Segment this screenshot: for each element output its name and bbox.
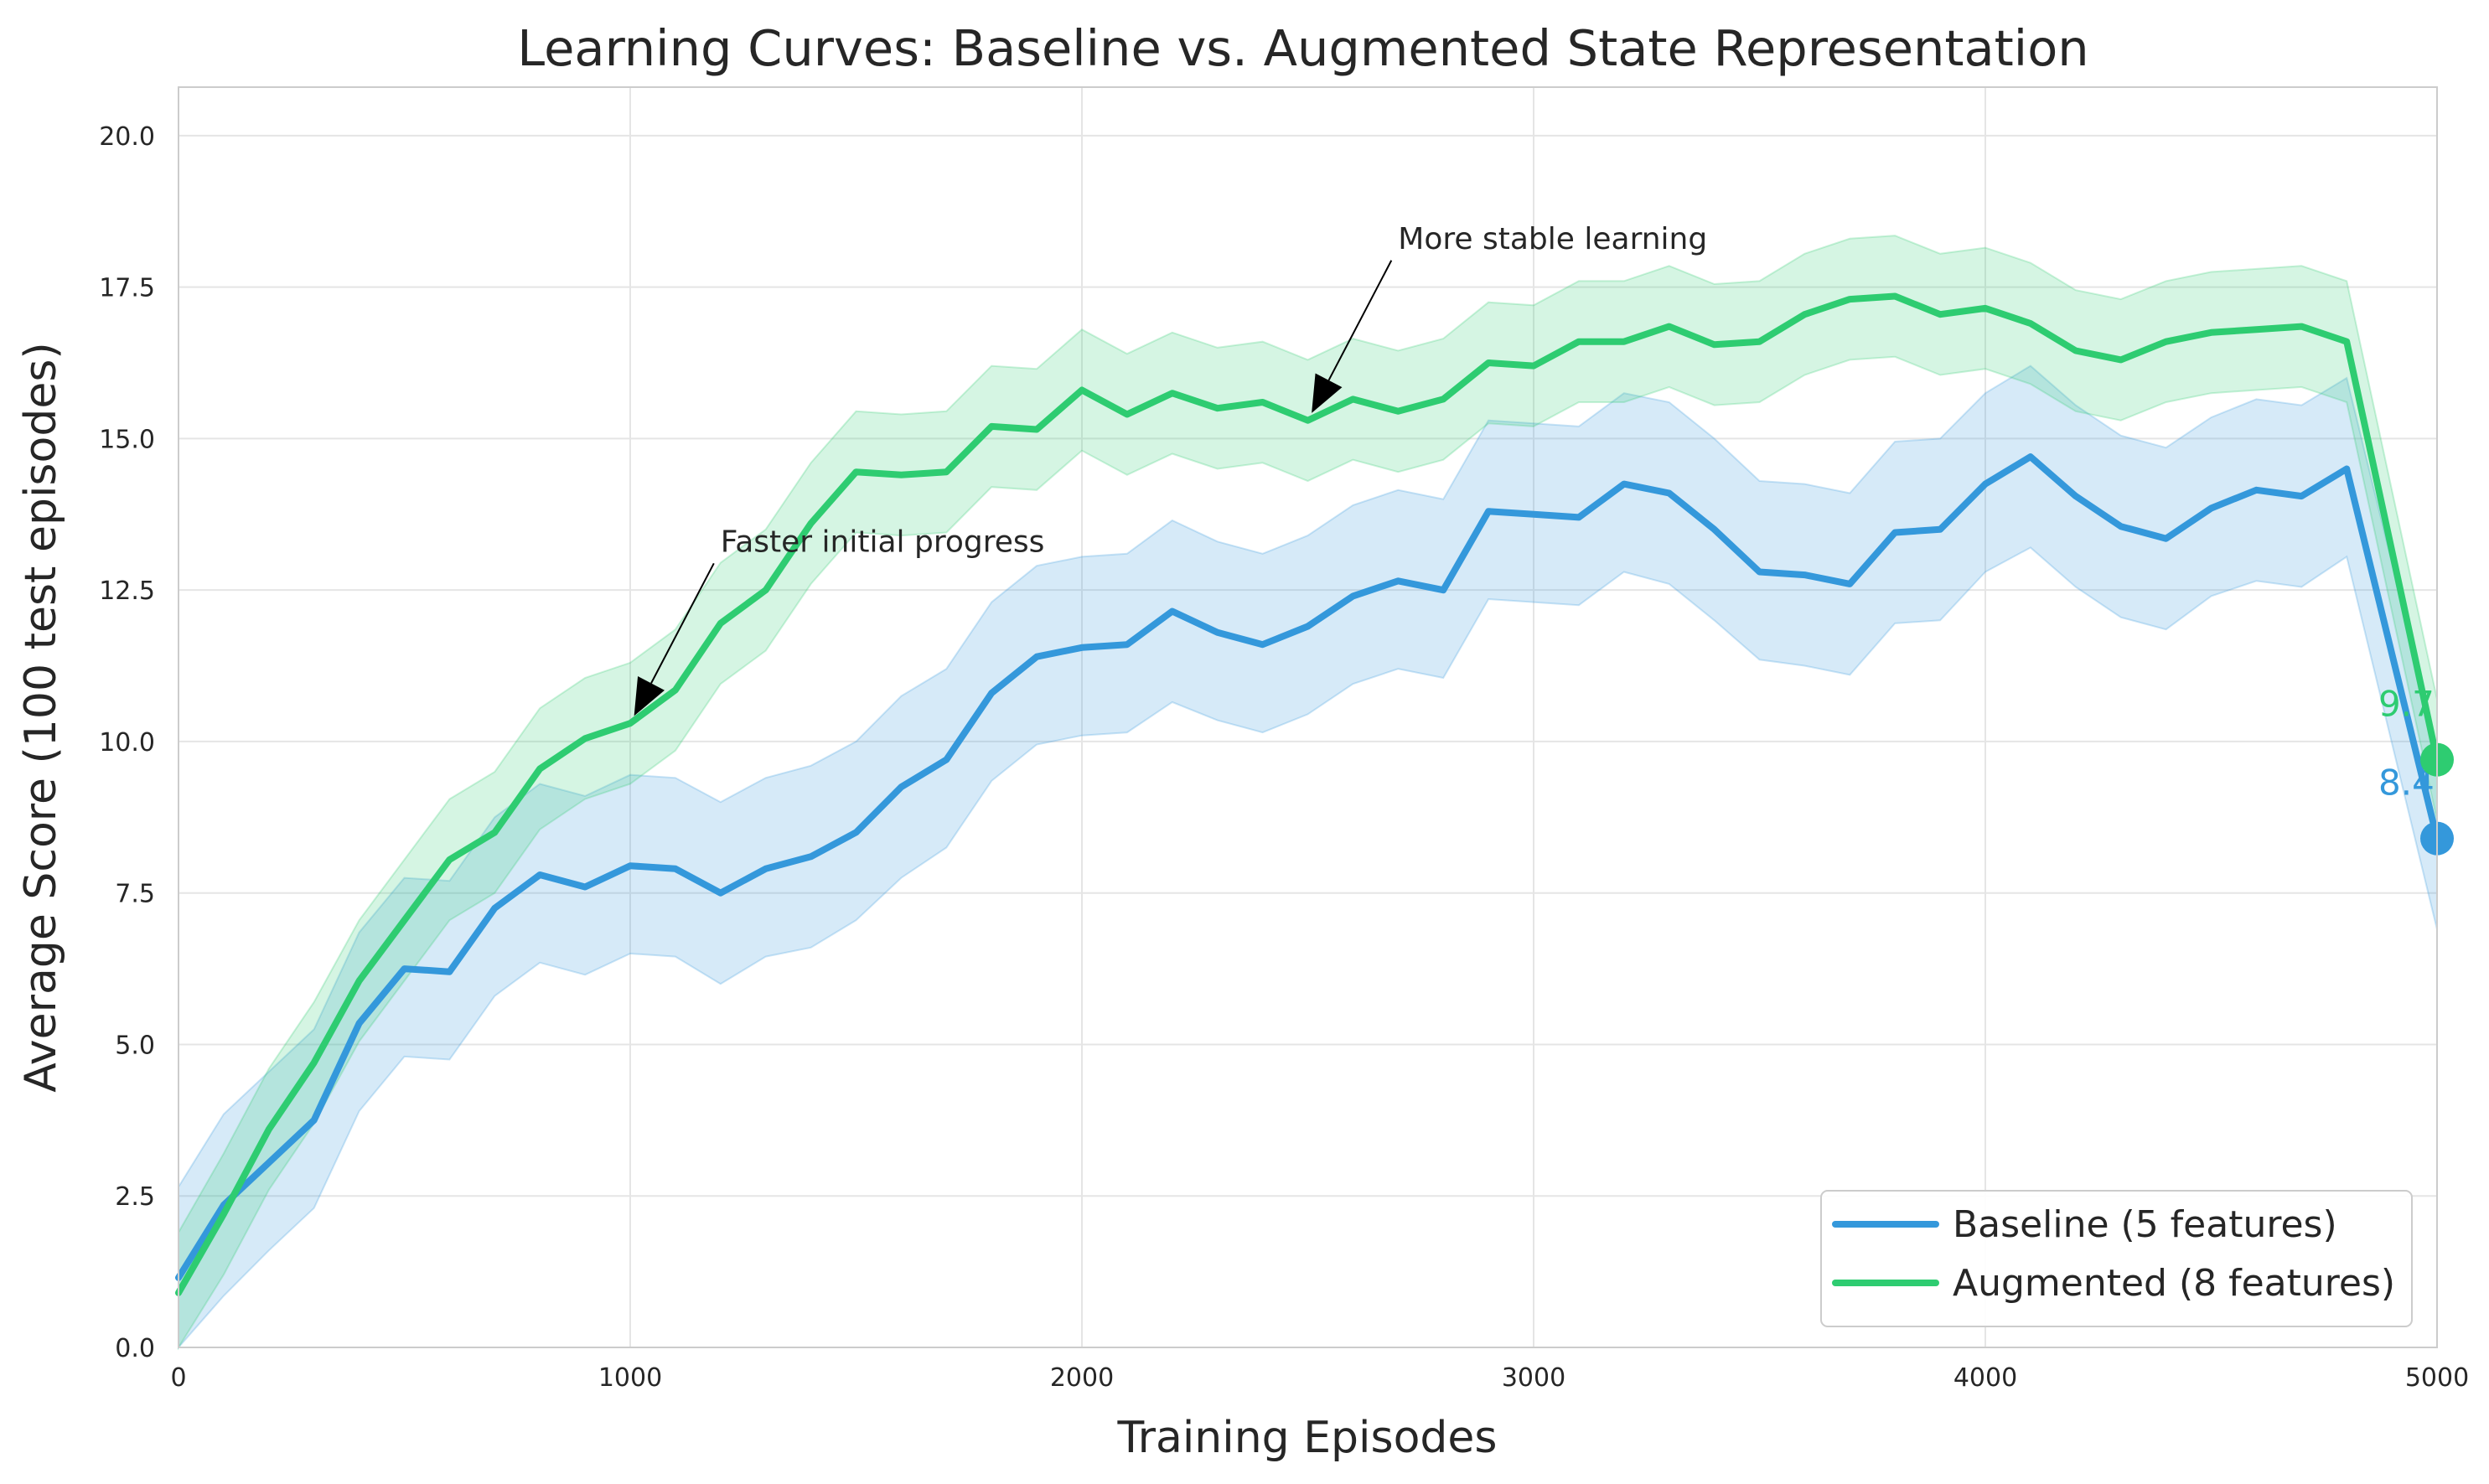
x-tick-label: 5000	[2405, 1363, 2469, 1393]
x-axis-title: Training Episodes	[1116, 1413, 1497, 1463]
axis-ticks: 0 1000 2000 3000 4000 5000 0.0 2.5 5.0 7.5 10.0 12.…	[99, 122, 2469, 1393]
annotation-text-stable-learning: More stable learning	[1398, 222, 1707, 256]
annotation-arrow-line-stable-learning	[1327, 260, 1393, 381]
annotation-arrowhead-stable-learning	[1312, 373, 1343, 413]
x-tick-label: 4000	[1953, 1363, 2017, 1393]
plot-frame	[178, 86, 2438, 1348]
y-tick-label: 5.0	[115, 1031, 155, 1060]
x-tick-label: 1000	[598, 1363, 662, 1393]
x-tick-label: 3000	[1502, 1363, 1565, 1393]
series-lines	[175, 292, 2440, 1296]
y-tick-label: 15.0	[99, 425, 155, 454]
annotation-text-faster-progress: Faster initial progress	[721, 525, 1045, 559]
annotation-arrow-line-faster-progress	[650, 562, 715, 684]
y-tick-label: 12.5	[99, 577, 155, 606]
legend-box	[1820, 1190, 2413, 1327]
y-tick-label: 2.5	[115, 1182, 155, 1212]
x-tick-label: 0	[170, 1363, 186, 1393]
gridlines	[178, 87, 2438, 1348]
annotation-arrowhead-faster-progress	[634, 676, 665, 716]
y-tick-label: 10.0	[99, 728, 155, 758]
legend-label-baseline: Baseline (5 features)	[1953, 1203, 2337, 1246]
legend: Baseline (5 features) Augmented (8 featu…	[1820, 1190, 2413, 1327]
y-tick-label: 0.0	[115, 1334, 155, 1363]
y-tick-label: 7.5	[115, 880, 155, 909]
series-line-augmented	[175, 292, 2440, 1296]
y-axis-title: Average Score (100 test episodes)	[16, 342, 66, 1092]
legend-label-augmented: Augmented (8 features)	[1953, 1262, 2395, 1305]
chart-title: Learning Curves: Baseline vs. Augmented …	[517, 19, 2088, 77]
end-value-label-augmented: 9.7	[2378, 684, 2435, 725]
y-tick-label: 17.5	[99, 274, 155, 303]
series-line-baseline	[175, 453, 2440, 1281]
x-tick-label: 2000	[1050, 1363, 1114, 1393]
annotations: Faster initial progress More stable learn…	[634, 222, 1707, 716]
y-tick-label: 20.0	[99, 122, 155, 152]
